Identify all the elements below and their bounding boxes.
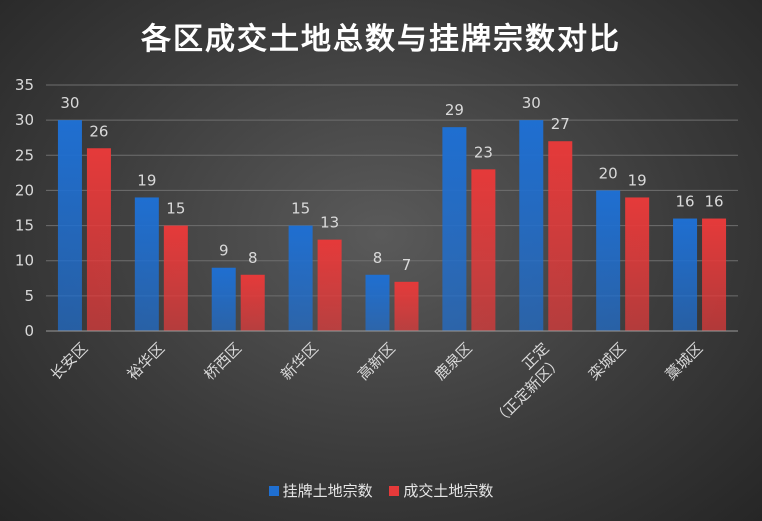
bar-listed [211,267,236,331]
y-tick-label: 30 [15,111,34,129]
data-label: 20 [599,164,618,182]
x-tick-label: 桥西区 [200,339,245,384]
bar-sold [702,218,727,331]
data-label: 19 [628,171,647,189]
data-label: 23 [474,143,493,161]
bar-listed [288,225,313,331]
y-tick-label: 35 [15,76,34,94]
x-tick-label-line: 鹿泉区 [431,339,476,384]
data-label: 9 [219,242,229,260]
y-tick-label: 15 [15,217,34,235]
data-label: 19 [137,171,156,189]
data-label: 16 [676,193,695,211]
x-tick-label-line: 高新区 [354,339,399,384]
data-label: 13 [320,214,339,232]
x-tick-label: 高新区 [354,339,399,384]
bar-listed [519,120,544,332]
legend-item-listed: 挂牌土地宗数 [268,480,373,501]
y-tick-label: 25 [15,146,34,164]
data-labels: 30 26 19 15 9 8 15 13 8 7 29 23 30 27 20 19 16 16 [60,94,723,274]
legend-swatch-listed [268,485,279,496]
bar-sold [394,281,419,331]
bar-listed [596,190,621,331]
data-label: 8 [248,249,258,267]
x-tick-label: 新华区 [277,339,322,384]
x-tick-label-line: 桥西区 [200,339,245,384]
y-tick-label: 10 [15,252,34,270]
bar-sold [86,148,111,331]
x-tick-label: 鹿泉区 [431,339,476,384]
bar-listed [673,218,698,331]
legend-label-sold: 成交土地宗数 [403,482,494,500]
chart-title: 各区成交土地总数与挂牌宗数对比 [141,22,621,57]
legend-label-listed: 挂牌土地宗数 [282,482,373,500]
legend-swatch-sold [389,485,400,496]
bar-sold [163,225,188,331]
data-label: 8 [373,249,383,267]
bar-sold [625,197,650,331]
x-tick-label: 正定（正定新区） [476,339,566,429]
y-tick-label: 0 [24,322,34,340]
data-label: 30 [60,94,79,112]
x-tick-label: 长安区 [47,339,92,384]
y-axis: 0 5 10 15 20 25 30 35 [15,76,34,340]
bar-listed [365,274,390,331]
x-tick-label-line: 栾城区 [585,339,630,384]
data-label: 15 [166,200,185,218]
data-label: 16 [705,193,724,211]
bar-sold [548,141,573,331]
x-tick-label-line: 长安区 [47,339,92,384]
y-tick-label: 5 [24,287,34,305]
legend-item-sold: 成交土地宗数 [389,480,493,501]
bar-sold [317,239,342,331]
data-label: 29 [445,101,464,119]
x-axis: 长安区 裕华区 桥西区 新华区 高新区 鹿泉区 正定（正定新区） 栾城区 藁城区 [46,330,738,429]
x-tick-label: 裕华区 [124,339,169,384]
x-tick-label-line: 新华区 [277,339,322,384]
x-tick-label-line: 裕华区 [124,339,169,384]
x-tick-label: 藁城区 [662,339,707,384]
bar-sold [471,169,496,331]
bar-sold [240,274,265,331]
bar-listed [442,127,467,332]
data-label: 15 [291,200,310,218]
bar-listed [57,120,82,332]
data-label: 7 [402,256,412,274]
data-label: 30 [522,94,541,112]
data-label: 26 [89,122,108,140]
bars [57,120,727,332]
bar-listed [134,197,159,331]
data-label: 27 [551,115,570,133]
x-tick-label-line: 藁城区 [662,339,707,384]
legend: 挂牌土地宗数 成交土地宗数 [0,480,762,501]
y-tick-label: 20 [15,181,34,199]
x-tick-label: 栾城区 [585,339,630,384]
